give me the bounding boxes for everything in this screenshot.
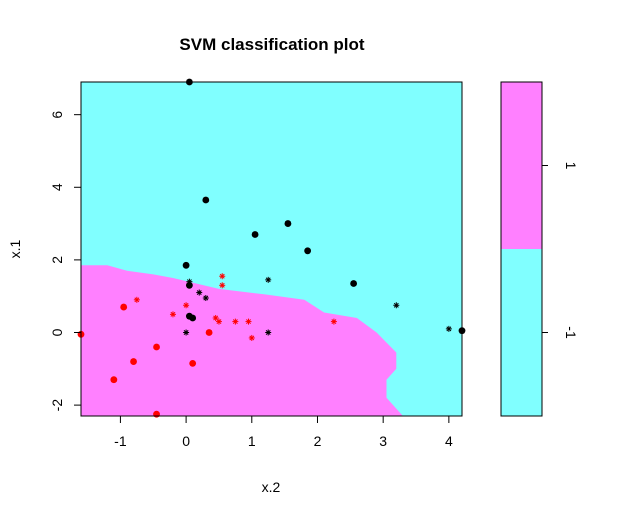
y-tick-label: -2 — [49, 399, 65, 412]
data-point — [205, 329, 213, 336]
legend-label: 1 — [563, 162, 579, 170]
data-point — [350, 280, 358, 287]
region-class-1 — [81, 265, 403, 416]
plot-area — [77, 78, 466, 418]
data-point — [284, 220, 292, 227]
x-tick-label: -1 — [114, 433, 127, 449]
data-point — [153, 410, 160, 418]
chart-title: SVM classification plot — [179, 35, 364, 54]
data-point — [110, 376, 118, 384]
data-point — [182, 261, 190, 269]
data-point — [251, 231, 259, 238]
support-vector-marker — [232, 318, 239, 325]
legend-label: -1 — [563, 326, 579, 339]
support-vector-marker — [265, 276, 272, 283]
legend-swatch — [501, 82, 542, 249]
support-vector-marker — [196, 289, 203, 296]
y-tick-label: 4 — [49, 183, 65, 191]
support-vector-marker — [445, 325, 452, 332]
x-tick-label: 3 — [379, 433, 387, 449]
y-tick-label: 0 — [49, 328, 65, 336]
data-point — [304, 247, 312, 255]
x-tick-label: 4 — [445, 433, 453, 449]
y-axis-label: x.1 — [7, 239, 23, 258]
support-vector-marker — [219, 273, 226, 280]
support-vector-marker — [133, 296, 140, 303]
x-tick-label: 1 — [248, 433, 256, 449]
support-vector-marker — [202, 295, 209, 302]
support-vector-marker — [183, 302, 190, 309]
data-point — [189, 359, 197, 367]
x-axis-label: x.2 — [262, 479, 281, 495]
support-vector-marker — [183, 329, 190, 336]
plot-frame — [80, 81, 463, 417]
data-point — [185, 281, 193, 289]
support-vector-marker — [330, 318, 337, 325]
x-tick-label: 2 — [314, 433, 322, 449]
support-vector-marker — [245, 318, 252, 325]
x-tick-label: 0 — [182, 433, 190, 449]
support-vector-marker — [215, 318, 222, 325]
legend-swatch — [501, 249, 542, 416]
support-vector-marker — [248, 334, 255, 341]
support-vector-marker — [219, 282, 226, 289]
support-vector-marker — [393, 302, 400, 309]
data-point — [189, 314, 197, 322]
y-axis: -2 0 2 4 6 — [49, 111, 81, 412]
data-points — [77, 78, 466, 418]
y-tick-label: 2 — [49, 256, 65, 264]
data-point — [130, 358, 137, 365]
x-axis: -1 0 1 2 3 4 — [114, 416, 453, 449]
y-tick-label: 6 — [49, 111, 65, 119]
data-point — [120, 303, 128, 311]
support-vector-marker — [169, 311, 176, 318]
legend-frame — [500, 81, 543, 417]
data-point — [202, 196, 210, 204]
color-legend: 1 -1 — [500, 81, 579, 417]
data-point — [153, 343, 160, 351]
support-vector-marker — [265, 329, 272, 336]
